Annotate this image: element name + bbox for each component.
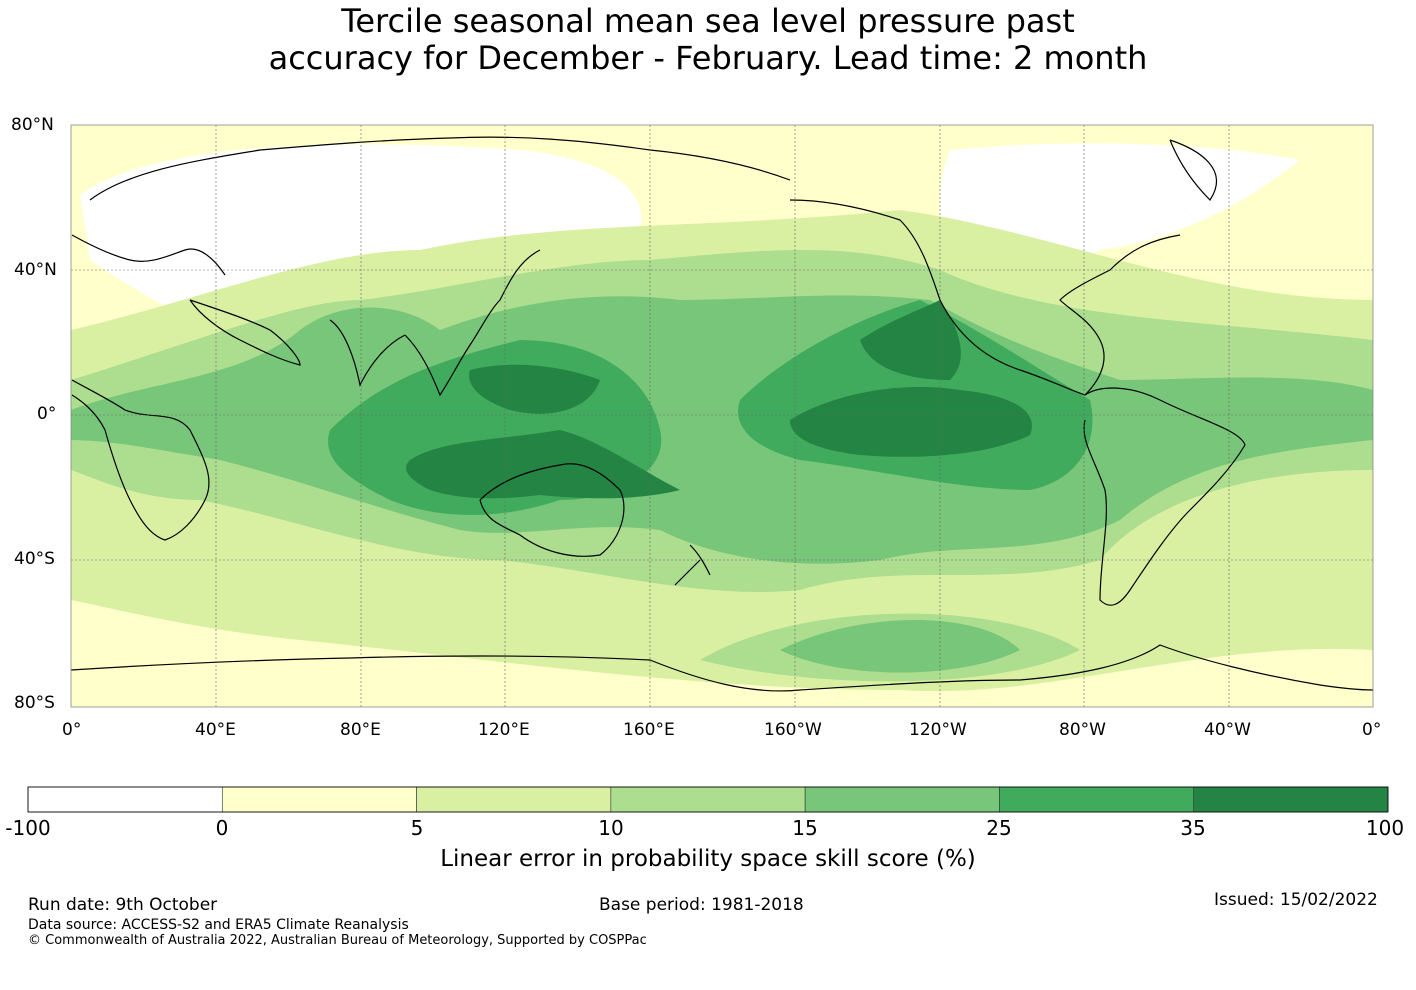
lon-label-40e: 40°E — [195, 720, 236, 740]
lon-label-80w: 80°W — [1059, 720, 1106, 740]
coast-samerica — [1083, 387, 1246, 606]
coast-australia — [479, 463, 625, 557]
cb-tick-2: 5 — [410, 816, 424, 840]
cb-tick-5: 25 — [986, 816, 1012, 840]
field-negative-eurasia — [80, 144, 642, 330]
lon-label-0-right: 0° — [1362, 720, 1382, 740]
coast-nz — [674, 544, 711, 586]
cb-tick-0: -100 — [5, 816, 51, 840]
colorbar-swatch-1 — [221, 786, 417, 813]
colorbar-swatch-6 — [1193, 786, 1389, 813]
lon-label-160w: 160°W — [764, 720, 822, 740]
cb-tick-4: 15 — [792, 816, 818, 840]
chart-title-line2: accuracy for December - February. Lead t… — [268, 39, 1148, 77]
copyright: © Commonwealth of Australia 2022, Austra… — [28, 933, 647, 948]
lon-label-120e: 120°E — [478, 720, 530, 740]
run-date: Run date: 9th October — [28, 895, 218, 915]
issued-date: Issued: 15/02/2022 — [1214, 890, 1378, 910]
colorbar-frame — [27, 786, 1389, 813]
lat-label-40s: 40°S — [14, 549, 55, 569]
coast-india — [329, 319, 406, 387]
colorbar-swatch-5 — [999, 786, 1195, 813]
colorbar-label: Linear error in probability space skill … — [440, 846, 976, 872]
coast-africa — [71, 379, 210, 541]
lon-label-120w: 120°W — [909, 720, 967, 740]
cb-tick-3: 10 — [598, 816, 624, 840]
coast-seasia — [404, 249, 541, 397]
coast-greenland — [1169, 139, 1217, 201]
skill-field — [71, 125, 1373, 707]
field-15-25-antarctic — [780, 620, 1020, 673]
colorbar-swatch-3 — [610, 786, 806, 813]
lat-label-80s: 80°S — [14, 693, 55, 713]
cb-tick-7: 100 — [1365, 816, 1405, 840]
lat-label-40n: 40°N — [14, 260, 57, 280]
cb-tick-6: 35 — [1180, 816, 1206, 840]
base-period: Base period: 1981-2018 — [599, 895, 804, 915]
lon-label-160e: 160°E — [623, 720, 675, 740]
coast-antarctica — [71, 644, 1373, 692]
lat-label-80n: 80°N — [11, 115, 54, 135]
chart-title-line1: Tercile seasonal mean sea level pressure… — [341, 2, 1075, 40]
data-source: Data source: ACCESS-S2 and ERA5 Climate … — [28, 917, 409, 933]
cb-tick-1: 0 — [215, 816, 229, 840]
lon-label-40w: 40°W — [1204, 720, 1251, 740]
lon-label-0-left: 0° — [62, 720, 82, 740]
map-frame — [70, 124, 1374, 708]
coast-eurasia-north — [89, 136, 791, 201]
field-35-100 — [406, 300, 1032, 499]
lon-label-80e: 80°E — [340, 720, 381, 740]
graticule — [71, 125, 1373, 707]
colorbar-swatch-0 — [27, 786, 223, 813]
colorbar — [27, 786, 1389, 813]
lat-label-0: 0° — [37, 404, 57, 424]
colorbar-swatch-2 — [416, 786, 612, 813]
coast-namerica-east — [1059, 234, 1181, 396]
colorbar-swatch-4 — [804, 786, 1000, 813]
coast-arabia — [189, 299, 301, 366]
coast-namerica-west — [789, 199, 1086, 396]
coast-europe — [71, 234, 226, 276]
coastlines — [71, 136, 1373, 692]
